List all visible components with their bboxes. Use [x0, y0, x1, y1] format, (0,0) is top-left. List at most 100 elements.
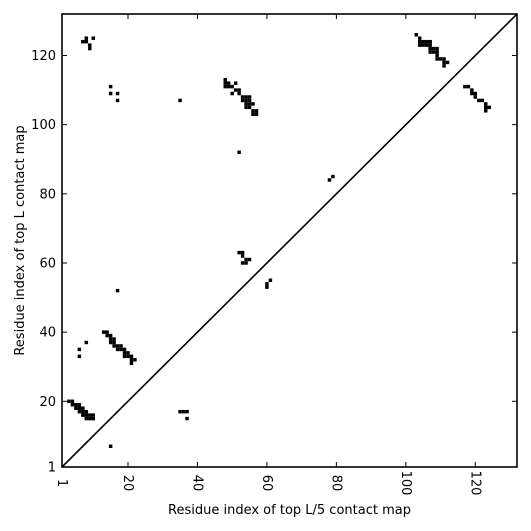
contact-point-upper — [265, 281, 269, 286]
contact-point-upper — [244, 102, 248, 106]
contact-point-lower — [81, 413, 85, 417]
contact-point-upper — [484, 109, 488, 113]
y-tick-label: 100 — [31, 118, 56, 133]
x-tick-label: 60 — [259, 475, 274, 492]
contact-point-upper — [435, 57, 439, 61]
contact-point-upper — [230, 91, 234, 96]
contact-point-upper — [244, 98, 248, 103]
contact-point-lower — [133, 358, 137, 362]
contact-point-upper — [108, 91, 113, 96]
contact-point-upper — [223, 77, 227, 82]
contact-point-lower — [67, 399, 71, 404]
contact-point-lower — [88, 416, 92, 421]
contact-point-upper — [230, 84, 234, 89]
contact-point-upper — [88, 43, 92, 47]
contact-point-lower — [112, 340, 116, 345]
contact-point-upper — [115, 288, 120, 293]
contact-point-lower — [77, 347, 82, 352]
contact-point-upper — [418, 36, 422, 40]
contact-point-lower — [84, 416, 89, 421]
contact-point-upper — [428, 46, 432, 51]
contact-point-lower — [181, 409, 186, 414]
contact-point-upper — [223, 84, 227, 89]
contact-point-lower — [81, 409, 85, 414]
contact-point-lower — [77, 403, 82, 407]
contact-point-upper — [240, 95, 245, 99]
contact-point-upper — [244, 105, 248, 110]
contact-point-lower — [108, 340, 113, 345]
x-tick-label: 1 — [54, 479, 69, 487]
contact-point-lower — [77, 409, 82, 414]
contact-point-upper — [418, 43, 422, 47]
y-tick-label: 80 — [39, 187, 56, 202]
contact-point-upper — [424, 43, 429, 47]
contact-point-lower — [115, 347, 120, 352]
contact-point-upper — [435, 46, 439, 51]
contact-point-upper — [421, 39, 425, 44]
x-tick-label: 40 — [189, 475, 204, 492]
contact-point-upper — [463, 84, 467, 89]
contact-point-lower — [122, 354, 127, 359]
contact-point-lower — [122, 347, 127, 352]
contact-point-upper — [424, 39, 429, 44]
contact-point-upper — [438, 57, 443, 61]
contact-point-lower — [77, 354, 82, 359]
contact-point-upper — [240, 254, 245, 258]
contact-point-upper — [88, 46, 92, 51]
contact-point-upper — [81, 39, 85, 44]
contact-point-upper — [487, 105, 491, 110]
contact-point-upper — [251, 112, 255, 117]
contact-point-upper — [473, 95, 478, 99]
contact-point-upper — [247, 102, 252, 106]
y-tick-label: 20 — [39, 395, 56, 410]
contact-point-upper — [247, 95, 252, 99]
contact-point-upper — [251, 109, 255, 113]
contact-point-upper — [247, 257, 252, 262]
contact-point-upper — [91, 36, 95, 40]
contact-point-upper — [84, 36, 89, 40]
diagonal-line — [61, 13, 518, 468]
contact-point-upper — [237, 88, 241, 92]
contact-point-upper — [431, 46, 436, 51]
contact-point-upper — [477, 98, 481, 103]
contact-point-upper — [442, 64, 446, 68]
contact-point-upper — [244, 95, 248, 99]
y-tick-label: 40 — [39, 326, 56, 341]
contact-point-lower — [129, 361, 134, 365]
contact-point-upper — [237, 91, 241, 96]
contact-point-lower — [105, 333, 109, 338]
y-tick-label: 120 — [31, 49, 56, 64]
contact-point-lower — [84, 409, 89, 414]
y-tick-label: 60 — [39, 256, 56, 271]
contact-point-lower — [112, 344, 116, 348]
contact-point-upper — [237, 250, 241, 255]
contact-point-lower — [115, 344, 120, 348]
contact-point-lower — [178, 409, 182, 414]
x-tick-label: 100 — [398, 471, 413, 496]
contact-point-lower — [91, 416, 95, 421]
contact-point-upper — [327, 178, 332, 182]
contact-points-layer — [67, 33, 491, 448]
contact-point-upper — [240, 250, 245, 255]
contact-point-upper — [435, 50, 439, 54]
contact-point-upper — [240, 98, 245, 103]
contact-point-upper — [240, 261, 245, 265]
contact-point-upper — [233, 81, 238, 85]
contact-point-upper — [237, 150, 241, 155]
contact-point-lower — [108, 337, 113, 341]
y-axis-label: Residue index of top L contact map — [13, 125, 28, 355]
contact-point-upper — [428, 39, 432, 44]
contact-point-upper — [470, 88, 474, 92]
contact-point-upper — [226, 84, 231, 89]
contact-point-upper — [244, 261, 248, 265]
contact-point-lower — [81, 406, 85, 410]
contact-point-upper — [442, 60, 446, 65]
contact-point-upper — [84, 39, 89, 44]
contact-point-lower — [129, 358, 134, 362]
contact-point-upper — [442, 57, 446, 61]
contact-point-lower — [129, 354, 134, 359]
contact-point-upper — [421, 43, 425, 47]
plot-frame — [61, 13, 518, 468]
contact-point-upper — [247, 98, 252, 103]
contact-point-upper — [247, 105, 252, 110]
